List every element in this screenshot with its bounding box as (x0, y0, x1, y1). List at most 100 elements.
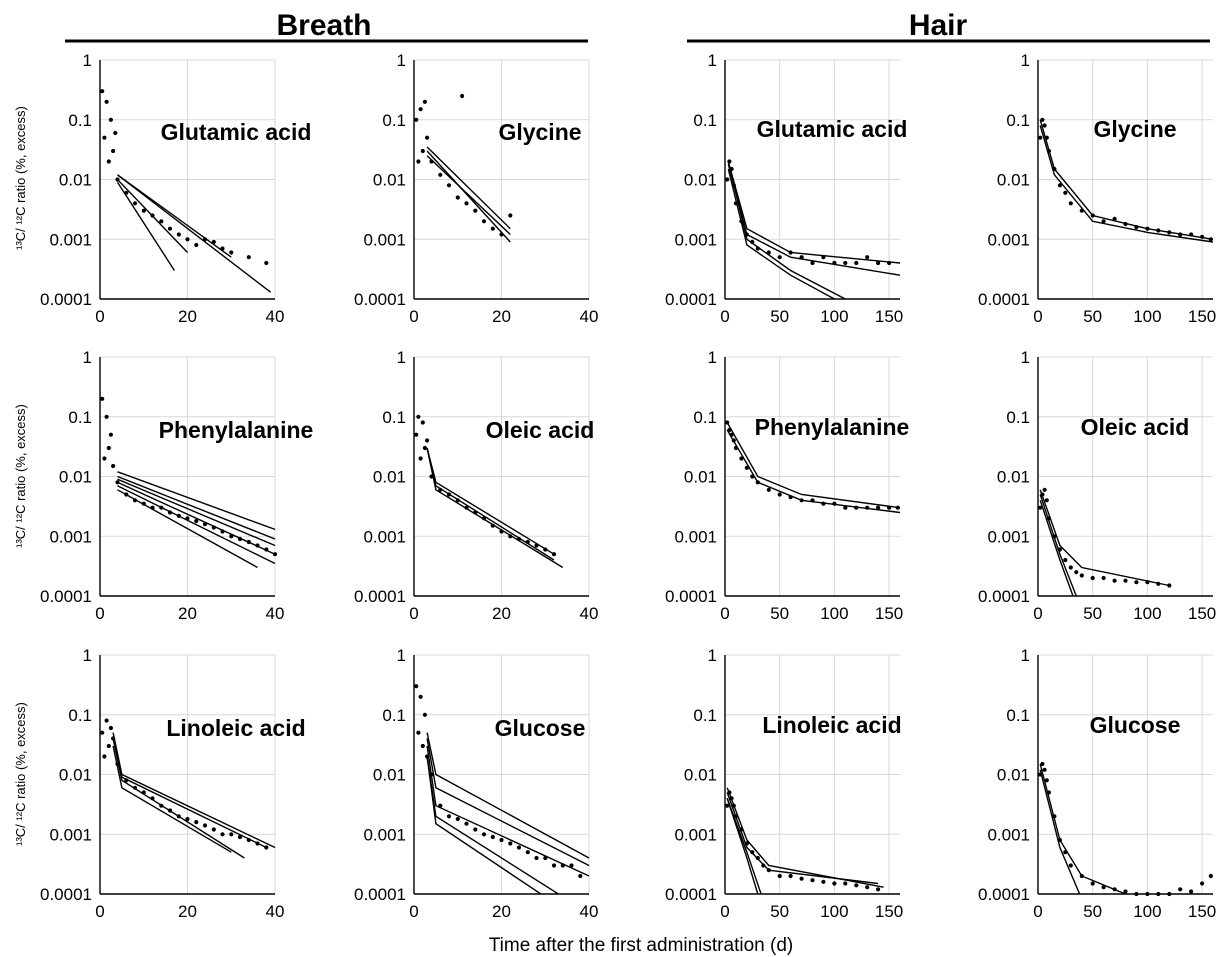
y-tick-label: 1 (1021, 348, 1030, 367)
data-point (1079, 873, 1084, 879)
x-tick-label: 50 (770, 307, 789, 326)
x-tick-label: 100 (1133, 902, 1161, 921)
x-tick-label: 0 (720, 604, 729, 623)
data-point (1090, 881, 1095, 886)
data-point (176, 814, 181, 819)
data-point (755, 480, 760, 485)
x-tick-label: 150 (875, 604, 903, 623)
data-point (416, 730, 421, 735)
data-point (739, 456, 744, 461)
data-point (499, 529, 504, 534)
y-tick-label: 0.01 (684, 766, 717, 785)
data-point (887, 260, 892, 266)
data-point (1134, 891, 1139, 897)
y-axis-label-row-3: ¹³C/ ¹²C ratio (%, excess) (13, 702, 28, 846)
y-tick-label: 0.1 (382, 111, 406, 130)
fit-line (727, 161, 901, 264)
data-point (854, 883, 859, 888)
data-point (1068, 565, 1073, 570)
data-point (727, 159, 732, 164)
data-point (777, 255, 782, 260)
data-point (429, 159, 434, 164)
data-point (788, 250, 793, 255)
data-point (211, 239, 216, 245)
data-point (727, 427, 732, 433)
data-point (1156, 228, 1161, 233)
data-point (1046, 790, 1051, 795)
x-tick-label: 40 (580, 902, 599, 921)
panel-title: Phenylalanine (755, 414, 910, 440)
data-point (141, 501, 146, 506)
x-tick-label: 40 (580, 307, 599, 326)
data-point (895, 505, 900, 510)
y-tick-label: 0.0001 (354, 290, 406, 309)
y-tick-label: 0.0001 (978, 290, 1030, 309)
data-point (422, 445, 427, 451)
data-point (729, 166, 734, 172)
data-point (1052, 534, 1057, 539)
data-point (1074, 570, 1079, 575)
data-point (731, 183, 736, 188)
data-point (1038, 135, 1043, 140)
fit-line (727, 164, 901, 276)
data-point (438, 487, 443, 492)
y-tick-label: 0.01 (684, 171, 717, 190)
data-point (108, 725, 113, 731)
data-point (761, 863, 766, 868)
data-point (1040, 761, 1045, 767)
data-point (490, 523, 495, 528)
data-point (516, 536, 522, 542)
data-point (108, 432, 113, 437)
data-point (551, 552, 557, 557)
fit-line (117, 481, 276, 555)
y-tick-label: 0.0001 (665, 885, 717, 904)
x-tick-label: 40 (266, 604, 285, 623)
data-point (799, 498, 804, 503)
x-tick-label: 50 (770, 604, 789, 623)
data-point (725, 177, 730, 182)
data-point (887, 505, 892, 510)
data-point (569, 863, 574, 868)
data-point (1046, 516, 1051, 521)
data-point (733, 814, 739, 819)
data-point (460, 93, 465, 99)
panel-title: Oleic acid (486, 417, 595, 443)
y-tick-label: 0.0001 (354, 885, 406, 904)
data-point (429, 772, 434, 777)
data-point (876, 260, 881, 266)
y-tick-label: 0.1 (1006, 111, 1030, 130)
data-point (429, 474, 434, 479)
fit-line (426, 155, 511, 236)
data-point (100, 89, 105, 94)
data-point (508, 841, 513, 846)
data-point (464, 505, 469, 510)
data-point (731, 803, 736, 808)
data-point (418, 694, 423, 699)
panel-title: Linoleic acid (762, 712, 901, 738)
data-point (843, 260, 848, 266)
data-point (1134, 580, 1139, 585)
y-axis-label-row-1: ¹³C/ ¹²C ratio (%, excess) (13, 106, 28, 250)
data-point (185, 516, 190, 521)
fit-line (426, 447, 555, 555)
data-point (141, 208, 146, 213)
fit-line (1039, 769, 1081, 895)
data-point (744, 841, 750, 846)
x-tick-label: 0 (95, 902, 104, 921)
fit-line (426, 756, 542, 895)
x-tick-label: 40 (266, 307, 285, 326)
x-tick-label: 40 (266, 902, 285, 921)
data-point (1178, 232, 1183, 237)
data-point (202, 823, 208, 828)
data-point (499, 837, 504, 843)
data-point (1063, 557, 1068, 563)
data-point (237, 536, 243, 542)
data-point (1189, 889, 1194, 894)
data-point (1046, 148, 1051, 154)
y-tick-label: 0.1 (68, 111, 92, 130)
x-tick-label: 0 (409, 902, 418, 921)
data-point (1123, 889, 1128, 894)
data-point (264, 845, 269, 850)
